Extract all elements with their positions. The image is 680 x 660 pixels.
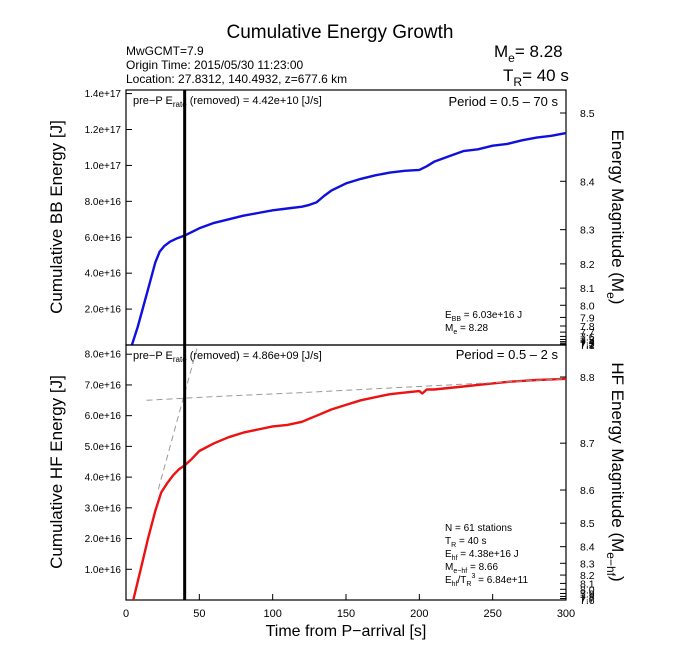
bottom-y-ticks: 1.0e+16 2.0e+16 3.0e+16 4.0e+16 5.0e+16 6.0e+… [85, 350, 132, 576]
bottom-right-tick-label: 7.9 [580, 588, 595, 600]
bottom-y-tick-label: 6.0e+16 [85, 411, 122, 422]
bottom-y-tick-label: 1.0e+16 [85, 565, 122, 576]
bottom-dashed-fit-line-2 [157, 344, 199, 490]
bottom-panel: 1.0e+16 2.0e+16 3.0e+16 4.0e+16 5.0e+16 6.0e+… [47, 344, 627, 640]
chart-title: Cumulative Energy Growth [226, 22, 453, 43]
top-y-tick-label: 8.0e+16 [85, 197, 122, 208]
bottom-tr-annotation: TR = 40 s [445, 536, 486, 549]
bottom-y-tick-label: 5.0e+16 [85, 442, 122, 453]
bottom-right-axis-label: HF Energy Magnitude (Me−hf) [604, 362, 627, 581]
location-text: Location: 27.8312, 140.4932, z=677.6 km [126, 72, 347, 86]
bottom-right-tick-label: 8.0 [580, 584, 595, 596]
origin-time-text: Origin Time: 2015/05/30 11:23:00 [126, 58, 304, 72]
bottom-right-tick-label: 8.6 [580, 485, 595, 497]
top-right-tick-label: 7.5 [580, 334, 595, 346]
top-right-tick-label: 7.3 [580, 338, 595, 350]
top-period-text: Period = 0.5 – 70 s [449, 94, 559, 109]
bottom-y-tick-label: 7.0e+16 [85, 380, 122, 391]
bottom-y-tick-label: 4.0e+16 [85, 473, 122, 484]
x-tick-label: 250 [483, 608, 501, 620]
bottom-ratio-annotation: Ehf/TR3 = 6.84e+11 [445, 573, 528, 588]
top-right-tick-label: 8.1 [580, 283, 595, 295]
top-right-tick-label: 7.4 [580, 337, 595, 349]
top-right-tick-label: 8.5 [580, 108, 595, 120]
top-y-tick-label: 4.0e+16 [85, 269, 122, 280]
top-right-tick-label: 8.2 [580, 259, 595, 271]
bottom-x-ticks: 0 50 100 150 200 250 300 [123, 594, 575, 620]
top-right-tick-label: 7.2 [580, 339, 595, 351]
top-right-tick-label: 7.1 [580, 340, 595, 352]
bottom-pre-p-text: pre−P Erate (removed) = 4.86e+09 [J/s] [133, 350, 322, 364]
bottom-right-ticks: 7.67.77.87.98.08.18.28.3 8.4 8.5 8.6 8.7 8.8 [560, 372, 595, 607]
x-tick-label: 50 [193, 608, 205, 620]
bottom-right-tick-label: 8.4 [580, 542, 595, 554]
bottom-right-tick-label: 8.2 [580, 570, 595, 582]
x-axis-label: Time from P−arrival [s] [266, 623, 427, 640]
top-right-tick-label: 7.6 [580, 331, 595, 343]
x-tick-label: 200 [410, 608, 428, 620]
x-tick-label: 100 [263, 608, 281, 620]
top-panel: 2.0e+16 4.0e+16 6.0e+16 8.0e+16 1.0e+17 1.2e+… [47, 89, 627, 352]
top-y-tick-label: 2.0e+16 [85, 305, 122, 316]
bottom-y-tick-label: 2.0e+16 [85, 534, 122, 545]
bottom-energy-curve [132, 377, 567, 601]
bottom-right-tick-label: 7.6 [580, 595, 595, 607]
top-right-tick-label: 8.3 [580, 225, 595, 237]
mw-text: MwGCMT=7.9 [126, 44, 204, 58]
bottom-right-tick-label: 8.7 [580, 438, 595, 450]
top-y-tick-label: 6.0e+16 [85, 233, 122, 244]
top-right-tick-label: 7.7 [580, 327, 595, 339]
top-right-tick-label: 8.4 [580, 176, 595, 188]
bottom-y-axis-label: Cumulative HF Energy [J] [47, 375, 66, 569]
top-energy-annotation: EBB = 6.03e+16 J [445, 310, 522, 323]
bottom-right-tick-label: 8.1 [580, 578, 595, 590]
top-me-annotation: Me = 8.28 [445, 323, 489, 336]
top-plot-frame [125, 89, 567, 346]
top-y-ticks: 2.0e+16 4.0e+16 6.0e+16 8.0e+16 1.0e+17 1.2e+… [85, 89, 132, 316]
top-energy-curve [130, 131, 567, 346]
x-tick-label: 0 [123, 608, 129, 620]
top-pre-p-text: pre−P Erate (removed) = 4.42e+10 [J/s] [133, 95, 322, 109]
bottom-n-annotation: N = 61 stations [445, 523, 512, 534]
header-tr: TR= 40 s [503, 66, 569, 89]
bottom-y-tick-label: 3.0e+16 [85, 503, 122, 514]
bottom-mehf-annotation: Me−hf = 8.66 [445, 562, 498, 575]
top-y-tick-label: 1.2e+17 [85, 125, 122, 136]
top-y-tick-label: 1.0e+17 [85, 161, 122, 172]
top-y-tick-label: 1.4e+17 [85, 89, 122, 100]
bottom-y-tick-label: 8.0e+16 [85, 350, 122, 361]
bottom-right-tick-label: 7.7 [580, 594, 595, 606]
bottom-ehf-annotation: Ehf = 4.38e+16 J [445, 549, 519, 562]
bottom-right-tick-label: 8.8 [580, 372, 595, 384]
top-right-ticks: 7.17.27.37.47.57.67.77.87.98.0 8.1 8.2 8.3 8… [560, 108, 595, 352]
top-right-tick-label: 8.0 [580, 300, 595, 312]
top-right-axis-label: Energy Magnitude (Me) [604, 130, 627, 305]
x-tick-label: 300 [557, 608, 575, 620]
x-tick-label: 150 [337, 608, 355, 620]
bottom-right-tick-label: 8.3 [580, 558, 595, 570]
bottom-series [132, 344, 567, 601]
top-right-tick-label: 7.8 [580, 321, 595, 333]
top-series [130, 131, 567, 346]
top-right-tick-label: 7.9 [580, 312, 595, 324]
top-y-axis-label: Cumulative BB Energy [J] [47, 120, 66, 314]
bottom-right-tick-label: 7.8 [580, 591, 595, 603]
header-me: Me= 8.28 [494, 42, 563, 65]
bottom-period-text: Period = 0.5 – 2 s [456, 347, 559, 362]
bottom-right-tick-label: 8.5 [580, 518, 595, 530]
